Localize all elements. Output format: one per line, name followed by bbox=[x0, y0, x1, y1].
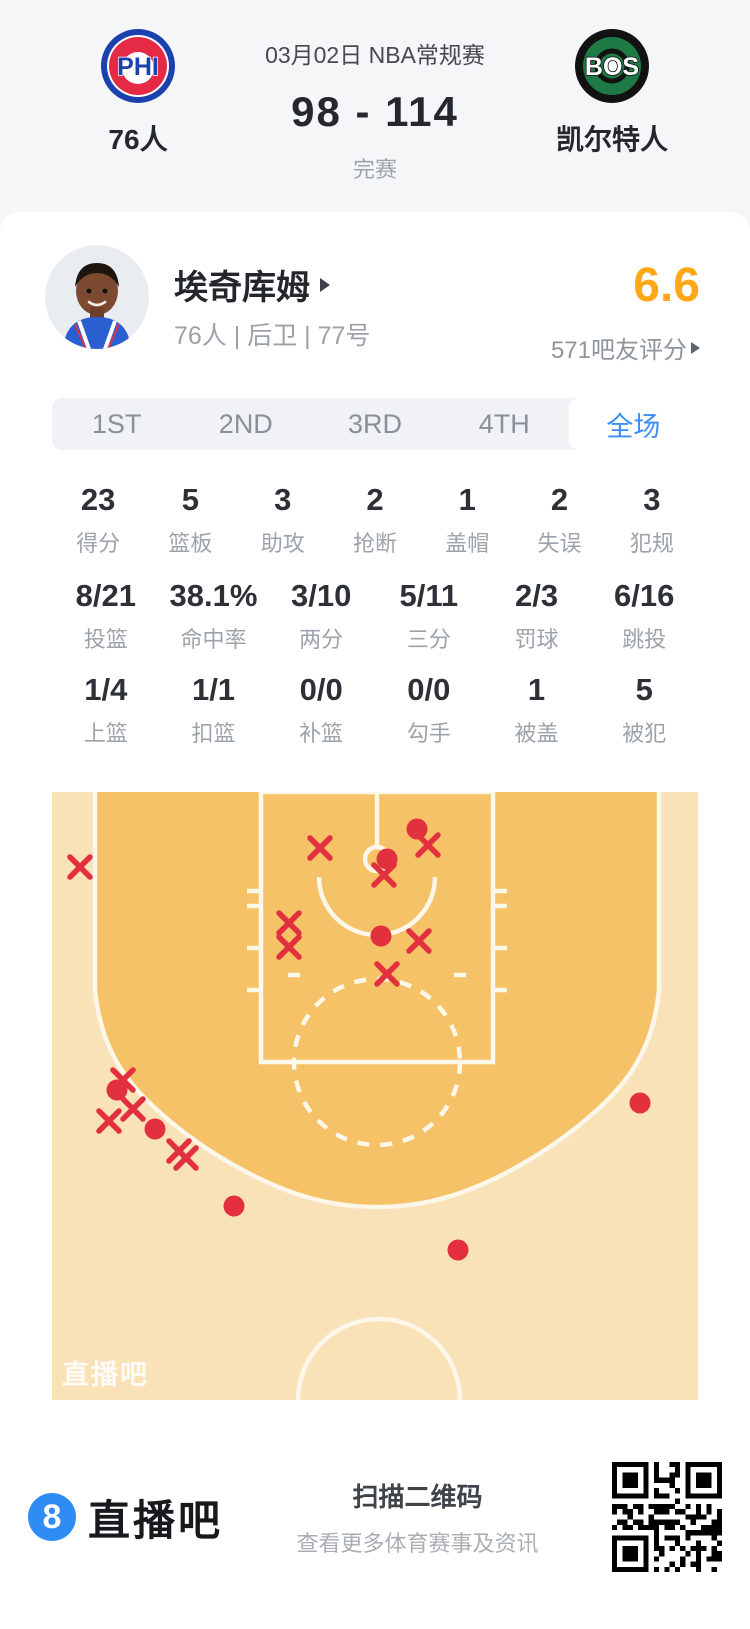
shot-chart-svg: 直播吧 bbox=[52, 789, 698, 1401]
tab-full-game[interactable]: 全场 bbox=[568, 398, 699, 450]
scan-subtitle: 查看更多体育赛事及资讯 bbox=[296, 1530, 539, 1556]
stat-fg: 8/21 投篮 bbox=[75, 578, 136, 652]
made-shot-marker bbox=[370, 925, 392, 947]
brand-badge-icon: 8 bbox=[28, 1493, 76, 1541]
dropdown-arrow-icon bbox=[320, 277, 330, 292]
tab-3rd[interactable]: 3RD bbox=[348, 408, 403, 439]
made-shot-marker bbox=[223, 1195, 245, 1217]
rating-votes-label: 571吧友评分 bbox=[550, 337, 687, 364]
svg-text:PHI: PHI bbox=[117, 53, 159, 81]
stat-assists: 3 助攻 bbox=[260, 482, 305, 556]
missed-shot-marker bbox=[406, 928, 432, 954]
missed-shot-marker bbox=[96, 1108, 122, 1134]
score-column: 03月02日 NBA常规赛 98 - 114 完赛 bbox=[225, 0, 525, 184]
missed-shot-marker bbox=[173, 1145, 199, 1171]
match-score: 98 - 114 bbox=[291, 88, 459, 135]
brand-name: 直播吧 bbox=[88, 1496, 224, 1544]
player-name: 埃奇库姆 bbox=[174, 269, 310, 307]
shot-chart: 直播吧 bbox=[52, 789, 698, 1401]
stat-3pt: 5/11 三分 bbox=[399, 578, 459, 652]
free-throw-circle bbox=[291, 976, 463, 1148]
made-shot-marker bbox=[406, 818, 428, 840]
tab-1st[interactable]: 1ST bbox=[91, 408, 142, 439]
missed-shot-marker bbox=[67, 854, 93, 880]
match-header: PHI 76人 03月02日 NBA常规赛 98 - 114 完赛 BOS 凯尔… bbox=[0, 0, 750, 228]
qr-code bbox=[612, 1462, 722, 1572]
made-shot-marker bbox=[447, 1239, 469, 1261]
half-court-circle bbox=[295, 1316, 463, 1401]
home-team-name: 76人 bbox=[108, 124, 168, 155]
player-photo-placeholder bbox=[45, 245, 149, 349]
rating-arrow-icon bbox=[691, 341, 700, 354]
made-shot-marker bbox=[144, 1118, 166, 1140]
made-shot-marker bbox=[629, 1092, 651, 1114]
quarter-tabs: 1ST 2ND 3RD 4TH 全场 bbox=[52, 398, 699, 450]
player-meta: 76人 | 后卫 | 77号 bbox=[174, 322, 371, 350]
stat-fouls: 3 犯规 bbox=[629, 482, 674, 556]
three-point-line bbox=[92, 792, 662, 1210]
stat-points: 23 得分 bbox=[76, 482, 121, 556]
shot-markers-layer bbox=[67, 818, 651, 1261]
home-team-logo-phi: PHI bbox=[101, 29, 175, 103]
stat-hook: 0/0 勾手 bbox=[406, 672, 451, 746]
away-team-name: 凯尔特人 bbox=[555, 124, 668, 155]
home-team-block: PHI 76人 bbox=[38, 28, 238, 158]
match-date: 03月02日 NBA常规赛 bbox=[265, 42, 485, 68]
scan-text-block: 扫描二维码 查看更多体育赛事及资讯 bbox=[297, 1477, 539, 1558]
stat-rebounds: 5 篮板 bbox=[168, 482, 213, 556]
stat-blocked: 1 被盖 bbox=[514, 672, 559, 746]
stat-steals: 2 抢断 bbox=[352, 482, 397, 556]
missed-shot-marker bbox=[276, 910, 302, 936]
player-avatar[interactable] bbox=[45, 245, 149, 349]
stat-fouled: 5 被犯 bbox=[622, 672, 667, 746]
stat-turnovers: 2 失误 bbox=[537, 482, 582, 556]
lane-hash-marks bbox=[247, 888, 507, 993]
stat-2pt: 3/10 两分 bbox=[291, 578, 352, 652]
stat-jumpshot: 6/16 跳投 bbox=[614, 578, 675, 652]
court-watermark: 直播吧 bbox=[62, 1360, 149, 1390]
away-team-block: BOS 凯尔特人 bbox=[512, 28, 712, 158]
stat-blocks: 1 盖帽 bbox=[445, 482, 490, 556]
stat-row-basic: 23 得分 5 篮板 3 助攻 2 抢断 1 盖帽 2 失误 3 犯规 bbox=[52, 482, 698, 558]
match-status: 完赛 bbox=[352, 157, 397, 182]
scan-title: 扫描二维码 bbox=[352, 1481, 483, 1512]
made-shot-marker bbox=[106, 1079, 128, 1101]
inside-arc-area bbox=[95, 792, 659, 1207]
missed-shot-marker bbox=[276, 934, 302, 960]
stat-row-shot-types: 1/4 上篮 1/1 扣篮 0/0 补篮 0/0 勾手 1 被盖 5 被犯 bbox=[52, 672, 698, 748]
tab-2nd[interactable]: 2ND bbox=[218, 408, 273, 439]
missed-shot-marker bbox=[120, 1096, 146, 1122]
away-team-logo-bos: BOS bbox=[575, 29, 649, 103]
player-rating: 6.6 bbox=[633, 259, 700, 312]
stat-fg-pct: 38.1% 命中率 bbox=[169, 578, 258, 652]
stat-layup: 1/4 上篮 bbox=[83, 672, 128, 746]
made-shot-marker bbox=[376, 848, 398, 870]
stat-ft: 2/3 罚球 bbox=[514, 578, 559, 652]
tab-4th[interactable]: 4TH bbox=[478, 408, 530, 439]
rating-label-row[interactable]: 571吧友评分 bbox=[551, 330, 700, 365]
svg-text:BOS: BOS bbox=[585, 53, 639, 81]
app-footer: 8 直播吧 扫描二维码 查看更多体育赛事及资讯 bbox=[28, 1452, 722, 1582]
stat-dunk: 1/1 扣篮 bbox=[191, 672, 236, 746]
player-name-row[interactable]: 埃奇库姆 bbox=[174, 260, 330, 309]
stat-row-shooting: 8/21 投篮 38.1% 命中率 3/10 两分 5/11 三分 2/3 罚球 6/16… bbox=[52, 578, 698, 654]
brand-logo: 8 直播吧 bbox=[28, 1487, 223, 1548]
missed-shot-marker bbox=[307, 835, 333, 861]
missed-shot-marker bbox=[374, 961, 400, 987]
stat-tip-in: 0/0 补篮 bbox=[299, 672, 344, 746]
